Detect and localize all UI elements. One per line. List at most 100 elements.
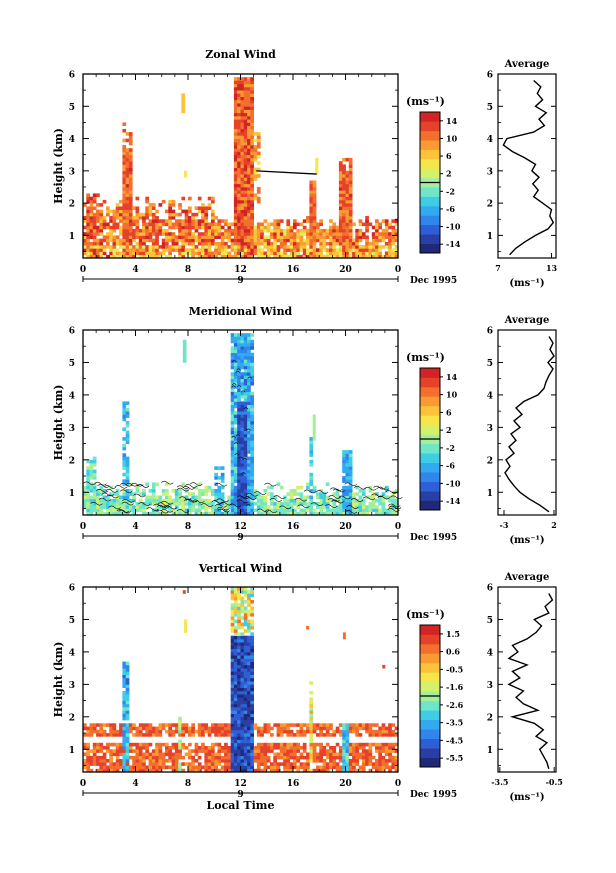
zonal-heatmap-cell [345,183,350,188]
vertical-heatmap-cell [155,759,159,763]
vertical-heatmap-cell [338,729,343,734]
zonal-heatmap-cell [201,241,205,246]
meridional-heatmap-cell [237,430,241,435]
meridional-heatmap-cell [240,508,245,513]
zonal-heatmap-cell [227,251,232,256]
vertical-heatmap-cell [365,759,369,763]
vertical-heatmap-cell [325,749,330,753]
zonal-heatmap-cell [145,251,149,256]
zonal-heatmap-cell [214,248,218,252]
zonal-heatmap-cell [250,183,254,188]
meridional-heatmap-cell [168,495,172,500]
vertical-x-tick-label: 8 [185,779,191,789]
meridional-heatmap-cell [243,479,248,483]
vertical-heatmap-cell [247,668,251,672]
vertical-heatmap-cell [220,723,225,727]
meridional-heatmap-cell [122,456,127,461]
zonal-heatmap-cell [83,232,87,236]
zonal-heatmap-cell [243,193,248,197]
vertical-heatmap-cell [148,733,153,737]
zonal-heatmap-cell [233,180,238,185]
zonal-heatmap-cell [345,187,350,191]
vertical-heatmap-cell [230,593,235,598]
vertical-heatmap-cell [188,755,192,760]
vertical-heatmap-cell [247,629,251,633]
meridional-heatmap-cell [250,482,254,487]
zonal-heatmap-cell [233,245,238,249]
vertical-heatmap-cell [283,752,287,757]
meridional-heatmap-cell [296,502,300,506]
zonal-heatmap-cell [191,222,195,227]
zonal-heatmap-cell [201,212,205,217]
zonal-heatmap-cell [309,245,314,249]
meridional-heatmap-cell [394,508,399,513]
zonal-heatmap-cell [338,177,343,181]
vertical-heatmap-cell [263,749,268,753]
zonal-heatmap-cell [237,248,241,252]
zonal-heatmap-cell [388,241,392,246]
vertical-heatmap-cell [338,768,343,773]
zonal-heatmap-cell [243,222,248,227]
zonal-heatmap-cell [161,219,166,223]
vertical-heatmap-cell [371,762,376,766]
zonal-heatmap-cell [96,203,100,207]
contour-segment [183,499,197,503]
meridional-heatmap-cell [237,459,241,464]
zonal-heatmap-cell [99,219,104,223]
meridional-heatmap-cell [230,424,235,428]
vertical-heatmap-cell [375,759,379,763]
meridional-x-tick-label: 16 [287,522,300,532]
vertical-colorbar-tick-label: 1.5 [446,629,460,639]
zonal-heatmap-cell [365,225,369,230]
vertical-colorbar-swatch [420,700,440,711]
vertical-heatmap-cell [276,726,281,731]
vertical-heatmap-cell [296,765,300,770]
vertical-heatmap-cell [174,749,179,753]
vertical-heatmap-cell [319,733,323,737]
zonal-heatmap-cell [207,232,212,236]
vertical-heatmap-cell [345,739,350,744]
meridional-heatmap-cell [96,495,100,500]
vertical-heatmap-cell [233,700,238,705]
vertical-heatmap-cell [204,768,209,773]
vertical-heatmap-cell [276,746,281,750]
vertical-heatmap-cell [233,762,238,766]
zonal-heatmap-cell [247,183,251,188]
zonal-heatmap-cell [233,209,238,214]
meridional-heatmap-cell [233,463,238,467]
vertical-heatmap-cell [335,729,340,734]
zonal-heatmap-cell [250,228,254,233]
meridional-heatmap-cell [250,450,254,454]
meridional-heatmap-cell [237,482,241,487]
meridional-heatmap-cell [125,489,130,493]
vertical-heatmap-cell [86,765,90,770]
vertical-heatmap-cell [388,768,392,773]
meridional-heatmap-cell [99,505,104,509]
vertical-heatmap-cell [230,671,235,675]
zonal-heatmap-cell [233,116,238,120]
vertical-heatmap-cell [240,606,245,611]
zonal-heatmap-cell [151,219,156,223]
meridional-heatmap-cell [243,433,248,438]
vertical-heatmap-cell [125,671,130,675]
meridional-heatmap-cell [348,502,353,506]
zonal-heatmap-cell [250,222,254,227]
vertical-heatmap-cell [158,765,163,770]
vertical-heatmap-cell [224,726,228,731]
meridional-heatmap-cell [83,505,87,509]
meridional-heatmap-cell [345,479,350,483]
zonal-heatmap-cell [322,228,327,233]
vertical-heatmap-cell [342,723,346,727]
zonal-heatmap-cell [256,235,261,239]
vertical-heatmap-cell [243,674,248,679]
zonal-heatmap-cell [224,248,228,252]
zonal-heatmap-cell [112,219,117,223]
zonal-heatmap-cell [247,109,251,114]
zonal-heatmap-cell [247,99,251,104]
vertical-heatmap-cell [102,768,107,773]
zonal-heatmap-cell [155,251,159,256]
meridional-heatmap-cell [220,466,225,470]
zonal-heatmap-cell [233,99,238,104]
meridional-heatmap-cell [394,502,399,506]
zonal-heatmap-cell [86,232,90,236]
